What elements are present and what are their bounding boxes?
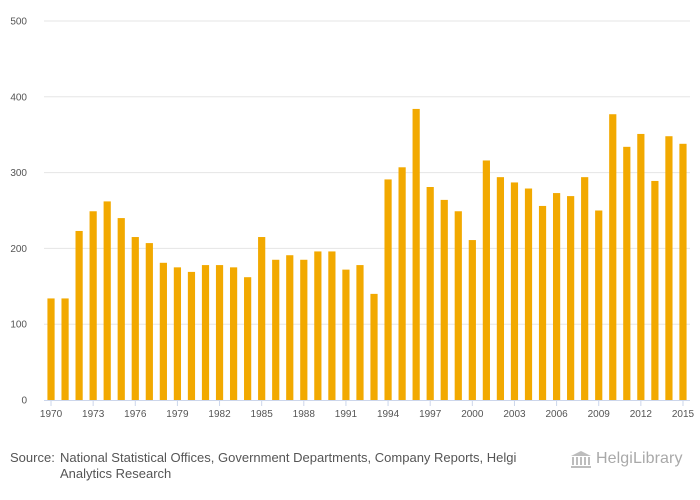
bar-1973[interactable]	[90, 211, 97, 400]
bar-1976[interactable]	[132, 237, 139, 400]
x-tick-label: 1979	[166, 409, 189, 420]
bar-1979[interactable]	[174, 267, 181, 400]
bar-2001[interactable]	[483, 160, 490, 400]
bar-1974[interactable]	[104, 201, 111, 400]
bar-1975[interactable]	[118, 218, 125, 400]
bar-2012[interactable]	[637, 134, 644, 400]
x-tick-label: 2000	[461, 409, 484, 420]
bar-1999[interactable]	[455, 211, 462, 400]
bar-2002[interactable]	[497, 177, 504, 400]
bar-1977[interactable]	[146, 243, 153, 400]
bar-1998[interactable]	[441, 200, 448, 400]
bar-2004[interactable]	[525, 189, 532, 400]
x-axis	[44, 400, 690, 406]
x-tick-label: 1991	[335, 409, 358, 420]
bar-1984[interactable]	[244, 277, 251, 400]
x-tick-label: 1976	[124, 409, 147, 420]
x-tick-label: 2009	[588, 409, 611, 420]
bar-1983[interactable]	[230, 267, 237, 400]
source-prefix: Source:	[10, 450, 60, 466]
y-tick-label: 500	[10, 17, 27, 28]
helgi-library-logo[interactable]: HelgiLibrary	[570, 450, 683, 468]
bar-2014[interactable]	[665, 136, 672, 400]
y-axis-tick-labels: 0 100 200 300 400 500	[10, 17, 27, 407]
bar-1987[interactable]	[286, 255, 293, 400]
source-text: National Statistical Offices, Government…	[60, 450, 530, 482]
y-tick-label: 0	[21, 396, 27, 407]
bar-1989[interactable]	[314, 251, 321, 400]
bar-2003[interactable]	[511, 182, 518, 400]
bar-1988[interactable]	[300, 260, 307, 400]
bar-1995[interactable]	[399, 167, 406, 400]
y-tick-label: 400	[10, 92, 27, 103]
bar-1996[interactable]	[413, 109, 420, 400]
bar-1997[interactable]	[427, 187, 434, 400]
bar-1971[interactable]	[61, 298, 68, 400]
bar-1972[interactable]	[76, 231, 83, 400]
x-tick-label: 1997	[419, 409, 442, 420]
bar-1985[interactable]	[258, 237, 265, 400]
x-tick-label: 1985	[251, 409, 274, 420]
x-tick-label: 1988	[293, 409, 316, 420]
x-tick-label: 1994	[377, 409, 400, 420]
x-tick-label: 1982	[208, 409, 231, 420]
bar-1982[interactable]	[216, 265, 223, 400]
bar-2010[interactable]	[609, 114, 616, 400]
bar-1981[interactable]	[202, 265, 209, 400]
library-building-icon	[570, 450, 592, 468]
bar-1994[interactable]	[384, 179, 391, 400]
bars	[47, 109, 686, 400]
y-tick-label: 300	[10, 168, 27, 179]
bar-2008[interactable]	[581, 177, 588, 400]
bar-2000[interactable]	[469, 240, 476, 400]
bar-1980[interactable]	[188, 272, 195, 400]
bar-1978[interactable]	[160, 263, 167, 400]
chart-container: 0 100 200 300 400 500 1970 1973 1976 1979 1982 198…	[0, 0, 700, 500]
y-tick-label: 200	[10, 244, 27, 255]
bar-2005[interactable]	[539, 206, 546, 400]
bar-1970[interactable]	[47, 298, 54, 400]
bar-1986[interactable]	[272, 260, 279, 400]
x-tick-label: 1970	[40, 409, 63, 420]
bar-2009[interactable]	[595, 211, 602, 401]
bar-2015[interactable]	[679, 144, 686, 400]
bar-2007[interactable]	[567, 196, 574, 400]
x-tick-label: 2012	[630, 409, 653, 420]
grid-lines	[44, 21, 690, 324]
x-tick-label: 2003	[503, 409, 526, 420]
bar-1993[interactable]	[370, 294, 377, 400]
bar-chart: 0 100 200 300 400 500 1970 1973 1976 1979 1982 198…	[0, 0, 700, 440]
x-tick-label: 2015	[672, 409, 695, 420]
y-tick-label: 100	[10, 320, 27, 331]
bar-1991[interactable]	[342, 270, 349, 400]
x-tick-label: 2006	[545, 409, 568, 420]
logo-text: HelgiLibrary	[596, 450, 683, 468]
bar-1990[interactable]	[328, 251, 335, 400]
source-note: Source: National Statistical Offices, Gov…	[10, 450, 550, 482]
bar-2006[interactable]	[553, 193, 560, 400]
bar-1992[interactable]	[356, 265, 363, 400]
x-axis-tick-labels: 1970 1973 1976 1979 1982 1985 1988 1991 1994 1997…	[40, 409, 695, 420]
x-tick-label: 1973	[82, 409, 105, 420]
bar-2011[interactable]	[623, 147, 630, 400]
bar-2013[interactable]	[651, 181, 658, 400]
